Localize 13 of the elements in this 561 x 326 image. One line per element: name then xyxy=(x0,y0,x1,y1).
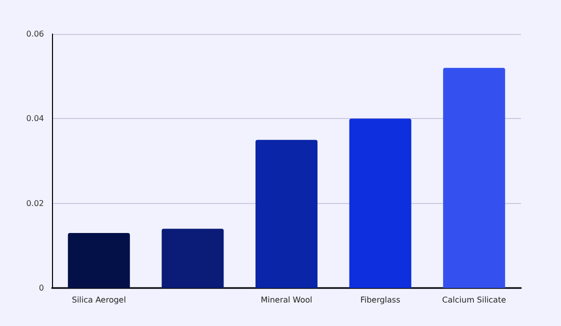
x-tick-label: Fiberglass xyxy=(360,296,400,304)
x-tick-label: Calcium Silicate xyxy=(442,296,506,304)
x-tick-label: Silica Aerogel xyxy=(72,296,126,304)
y-tick-label: 0.02 xyxy=(26,198,44,208)
y-tick-label: 0 xyxy=(38,284,44,292)
y-tick-label: 0.04 xyxy=(26,114,44,124)
bar xyxy=(162,228,224,288)
bar xyxy=(68,232,130,288)
x-tick-label: Mineral Wool xyxy=(260,296,312,304)
bar xyxy=(443,68,506,288)
y-tick-label: 0.06 xyxy=(26,30,44,38)
bar xyxy=(349,118,412,288)
bar xyxy=(256,140,318,288)
